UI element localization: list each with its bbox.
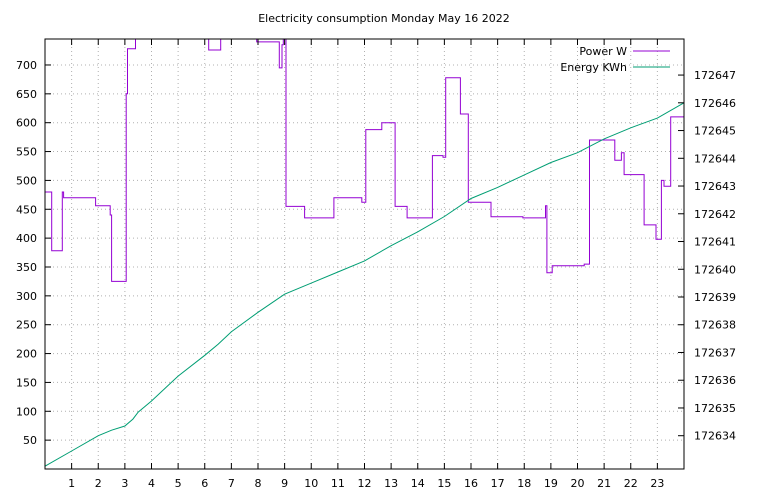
y2-tick-label: 172646 [694,97,736,110]
x-tick-label: 18 [517,477,531,490]
y2-tick-label: 172634 [694,430,736,443]
y2-tick-label: 172645 [694,125,736,138]
x-tick-label: 22 [624,477,638,490]
ticks: 1 2 3 4 5 6 7 8 9 10 11 12 13 14 15 16 17 18 19 20 21 22 23501… [16,39,736,490]
y-tick-label: 50 [23,434,37,447]
x-tick-label: 20 [571,477,585,490]
y-tick-label: 700 [16,59,37,72]
y2-tick-label: 172637 [694,346,736,359]
y2-tick-label: 172641 [694,236,736,249]
y2-tick-label: 172640 [694,263,736,276]
x-tick-label: 14 [411,477,425,490]
y-tick-label: 250 [16,319,37,332]
y2-tick-label: 172639 [694,291,736,304]
legend-label-power-w: Power W [579,45,627,58]
x-tick-label: 2 [95,477,102,490]
x-tick-label: 12 [358,477,372,490]
legend: Power W Energy KWh [560,45,670,74]
x-tick-label: 19 [544,477,558,490]
y2-tick-label: 172643 [694,180,736,193]
x-tick-label: 13 [384,477,398,490]
y2-tick-label: 172647 [694,69,736,82]
series-layer [44,38,685,467]
y-tick-label: 600 [16,117,37,130]
grid [45,39,684,469]
y2-tick-label: 172642 [694,208,736,221]
x-tick-label: 23 [650,477,664,490]
y2-tick-label: 172638 [694,319,736,332]
x-tick-label: 3 [121,477,128,490]
y-tick-label: 500 [16,174,37,187]
series-power-w-line [45,38,685,282]
y-tick-label: 100 [16,405,37,418]
x-tick-label: 9 [281,477,288,490]
y-tick-label: 150 [16,376,37,389]
series-energy-kwh-line [44,102,685,467]
x-tick-label: 10 [304,477,318,490]
x-tick-label: 16 [464,477,478,490]
y-tick-label: 650 [16,88,37,101]
y-tick-label: 350 [16,261,37,274]
x-tick-label: 17 [491,477,505,490]
x-tick-label: 21 [597,477,611,490]
y2-tick-label: 172644 [694,152,736,165]
y-tick-label: 550 [16,146,37,159]
x-tick-label: 7 [228,477,235,490]
y-tick-label: 300 [16,290,37,303]
legend-label-energy-kwh: Energy KWh [560,61,627,74]
x-tick-label: 15 [437,477,451,490]
x-tick-label: 4 [148,477,155,490]
x-tick-label: 6 [201,477,208,490]
x-tick-label: 1 [68,477,75,490]
x-tick-label: 11 [331,477,345,490]
y2-tick-label: 172636 [694,374,736,387]
y-tick-label: 450 [16,203,37,216]
y-tick-label: 200 [16,348,37,361]
y-tick-label: 400 [16,232,37,245]
y2-tick-label: 172635 [694,402,736,415]
x-tick-label: 5 [175,477,182,490]
chart-title: Electricity consumption Monday May 16 20… [258,12,510,25]
x-tick-label: 8 [255,477,262,490]
